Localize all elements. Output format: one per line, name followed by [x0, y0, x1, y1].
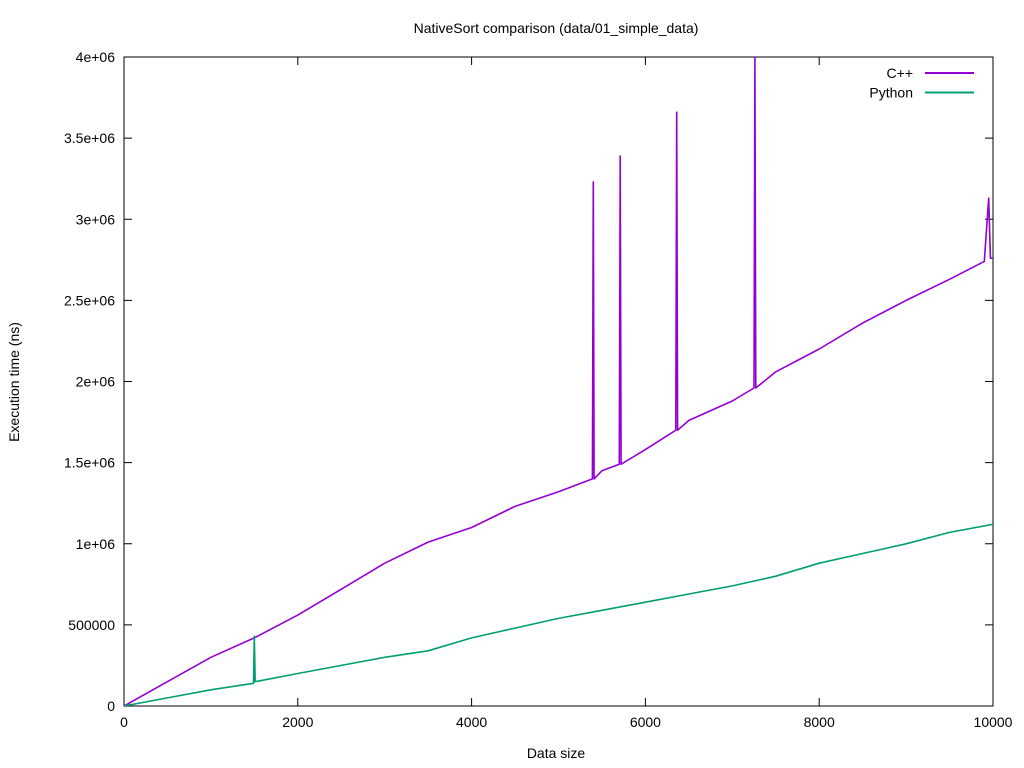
plot-border: [123, 56, 994, 707]
series-line-c-: [124, 57, 993, 706]
y-tick-label: 1.5e+06: [64, 455, 115, 471]
chart-title: NativeSort comparison (data/01_simple_da…: [414, 20, 699, 36]
legend-label: C++: [887, 65, 913, 81]
y-tick-label: 3.5e+06: [64, 130, 115, 146]
x-tick-label: 4000: [456, 714, 487, 730]
x-tick-label: 6000: [630, 714, 661, 730]
x-axis-label: Data size: [527, 745, 586, 761]
y-tick-label: 4e+06: [76, 49, 116, 65]
y-tick-label: 1e+06: [76, 536, 116, 552]
y-tick-label: 2.5e+06: [64, 292, 115, 308]
x-tick-label: 10000: [974, 714, 1013, 730]
x-tick-label: 2000: [282, 714, 313, 730]
y-tick-label: 0: [107, 698, 115, 714]
y-axis-label: Execution time (ns): [6, 322, 22, 442]
x-tick-label: 0: [120, 714, 128, 730]
y-tick-label: 500000: [68, 617, 115, 633]
series-line-python: [124, 523, 993, 706]
x-tick-label: 8000: [804, 714, 835, 730]
plot-area: 0 2000 4000 6000 8000 10000 0 500000 1e+06 1.5e+0…: [64, 49, 1013, 730]
legend-label: Python: [869, 85, 913, 101]
y-tick-label: 2e+06: [76, 374, 116, 390]
y-tick-label: 3e+06: [76, 211, 116, 227]
